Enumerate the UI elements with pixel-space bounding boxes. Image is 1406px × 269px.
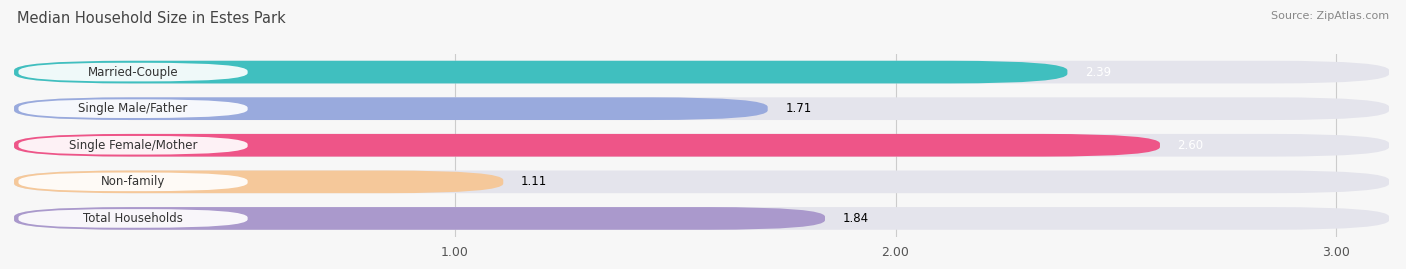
Text: Total Households: Total Households xyxy=(83,212,183,225)
FancyBboxPatch shape xyxy=(14,207,1389,230)
Text: 2.39: 2.39 xyxy=(1085,66,1111,79)
FancyBboxPatch shape xyxy=(14,134,1389,157)
FancyBboxPatch shape xyxy=(18,63,247,82)
FancyBboxPatch shape xyxy=(14,97,768,120)
FancyBboxPatch shape xyxy=(14,171,503,193)
FancyBboxPatch shape xyxy=(14,134,1160,157)
Text: Source: ZipAtlas.com: Source: ZipAtlas.com xyxy=(1271,11,1389,21)
Text: 1.71: 1.71 xyxy=(786,102,811,115)
Text: 2.60: 2.60 xyxy=(1178,139,1204,152)
FancyBboxPatch shape xyxy=(14,61,1067,83)
Text: Median Household Size in Estes Park: Median Household Size in Estes Park xyxy=(17,11,285,26)
FancyBboxPatch shape xyxy=(18,99,247,118)
FancyBboxPatch shape xyxy=(14,97,1389,120)
Text: Non-family: Non-family xyxy=(101,175,166,188)
Text: Single Male/Father: Single Male/Father xyxy=(79,102,188,115)
Text: 1.84: 1.84 xyxy=(842,212,869,225)
FancyBboxPatch shape xyxy=(18,172,247,191)
FancyBboxPatch shape xyxy=(14,207,825,230)
FancyBboxPatch shape xyxy=(18,136,247,155)
FancyBboxPatch shape xyxy=(14,171,1389,193)
FancyBboxPatch shape xyxy=(14,61,1389,83)
Text: Married-Couple: Married-Couple xyxy=(87,66,179,79)
Text: 1.11: 1.11 xyxy=(520,175,547,188)
Text: Single Female/Mother: Single Female/Mother xyxy=(69,139,197,152)
FancyBboxPatch shape xyxy=(18,209,247,228)
